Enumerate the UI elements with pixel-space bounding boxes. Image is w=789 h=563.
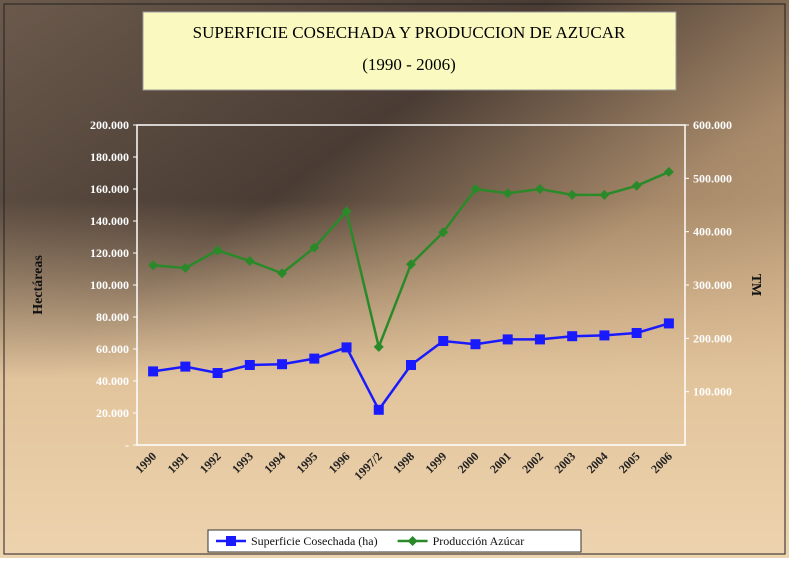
- y-tick-label: 80.000: [96, 310, 129, 324]
- point: [438, 336, 448, 346]
- point: [226, 536, 236, 546]
- point: [632, 328, 642, 338]
- y2-tick-label: 500.000: [693, 171, 732, 185]
- point: [213, 368, 223, 378]
- y-tick-label: 60.000: [96, 342, 129, 356]
- point: [277, 359, 287, 369]
- legend-label: Producción Azúcar: [433, 534, 525, 548]
- chart: SUPERFICIE COSECHADA Y PRODUCCION DE AZU…: [0, 0, 789, 558]
- y2-tick-label: 100.000: [693, 385, 732, 399]
- y-tick-label: 100.000: [90, 278, 129, 292]
- point: [180, 362, 190, 372]
- chart-subtitle: (1990 - 2006): [362, 55, 455, 74]
- legend-label: Superficie Cosechada (ha): [251, 534, 378, 548]
- point: [535, 334, 545, 344]
- y-axis-label: Hectáreas: [31, 255, 46, 315]
- point: [406, 360, 416, 370]
- y2-tick-label: 300.000: [693, 278, 732, 292]
- point: [567, 331, 577, 341]
- y2-axis-label: TM: [748, 274, 763, 297]
- point: [599, 330, 609, 340]
- y-tick-label: 120.000: [90, 246, 129, 260]
- point: [374, 405, 384, 415]
- point: [664, 318, 674, 328]
- point: [245, 360, 255, 370]
- point: [503, 334, 513, 344]
- y2-tick-label: 600.000: [693, 118, 732, 132]
- point: [470, 339, 480, 349]
- point: [309, 354, 319, 364]
- y-tick-label: 20.000: [96, 406, 129, 420]
- y-tick-label: -: [125, 438, 129, 452]
- y-tick-label: 180.000: [90, 150, 129, 164]
- y2-tick-label: 400.000: [693, 225, 732, 239]
- chart-title: SUPERFICIE COSECHADA Y PRODUCCION DE AZU…: [193, 23, 626, 42]
- y-tick-label: 40.000: [96, 374, 129, 388]
- y-tick-label: 140.000: [90, 214, 129, 228]
- y2-tick-label: 200.000: [693, 331, 732, 345]
- y-tick-label: 160.000: [90, 182, 129, 196]
- point: [148, 366, 158, 376]
- y-tick-label: 200.000: [90, 118, 129, 132]
- point: [342, 342, 352, 352]
